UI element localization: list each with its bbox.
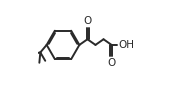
Text: O: O bbox=[107, 58, 116, 68]
Text: OH: OH bbox=[118, 40, 134, 50]
Text: O: O bbox=[83, 16, 92, 26]
